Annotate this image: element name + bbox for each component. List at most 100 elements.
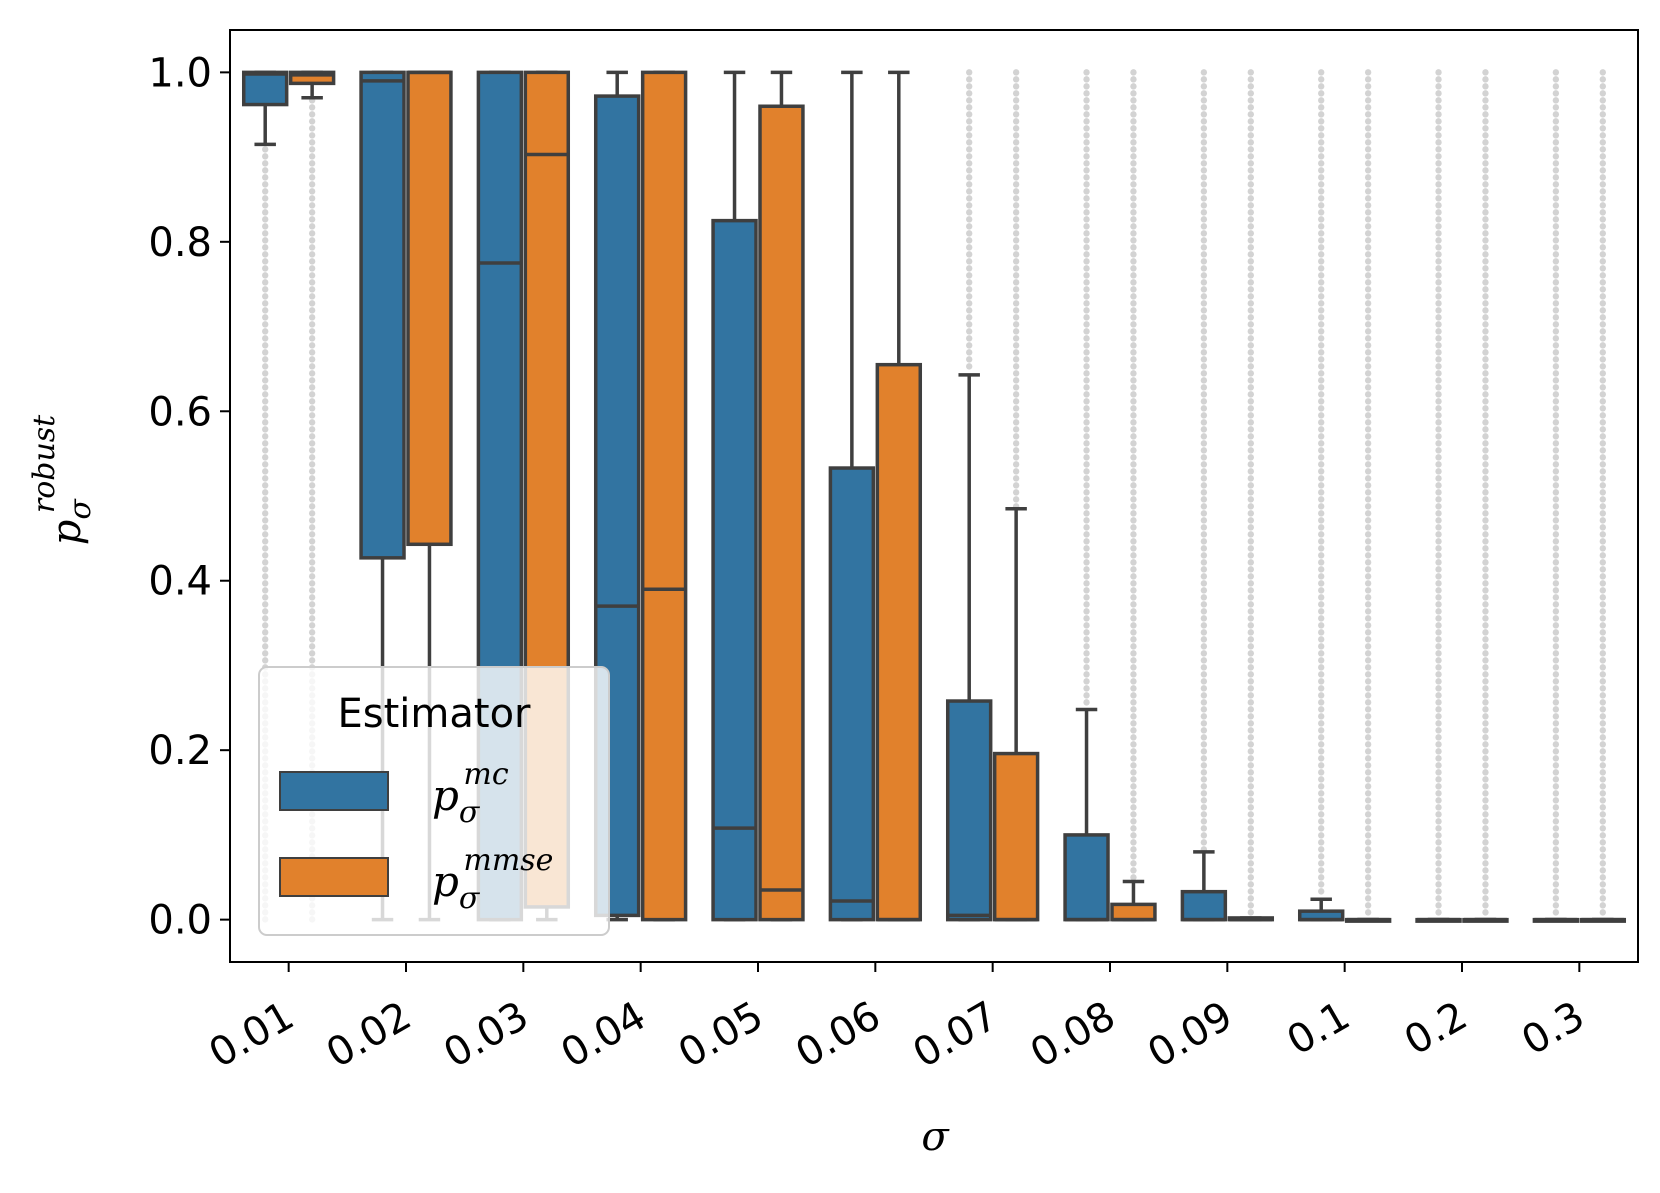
outlier-point (1599, 300, 1607, 307)
outlier-point (1318, 559, 1325, 566)
outlier-point (1083, 118, 1090, 125)
outlier-point (1130, 328, 1137, 335)
outlier-point (262, 447, 269, 454)
outlier-point (1364, 195, 1372, 202)
outlier-point (1318, 328, 1325, 335)
outlier-point (1130, 664, 1137, 671)
outlier-point (1247, 692, 1255, 699)
outlier-point (1435, 636, 1442, 643)
outlier-point (1364, 349, 1372, 356)
outlier-point (1435, 468, 1442, 475)
outlier-point (966, 300, 973, 307)
outlier-point (1364, 139, 1372, 146)
outlier-point (1435, 412, 1442, 419)
outlier-point (1130, 580, 1137, 587)
outlier-point (1552, 461, 1560, 468)
outlier-point (308, 118, 316, 125)
outlier-point (1552, 440, 1560, 447)
outlier-point (1435, 909, 1442, 916)
outlier-point (1482, 874, 1489, 881)
outlier-point (1599, 377, 1607, 384)
outlier-point (1200, 531, 1208, 538)
outlier-point (1482, 643, 1489, 650)
outlier-point (966, 160, 973, 167)
outlier-point (1482, 524, 1489, 531)
outlier-point (1130, 279, 1137, 286)
outlier-point (1200, 426, 1208, 433)
outlier-point (262, 559, 269, 566)
outlier-point (1318, 433, 1325, 440)
outlier-point (1318, 377, 1325, 384)
outlier-point (966, 328, 973, 335)
outlier-point (1247, 174, 1255, 181)
outlier-point (1083, 377, 1090, 384)
outlier-point (1599, 860, 1607, 867)
outlier-point (966, 167, 973, 174)
outlier-point (1552, 104, 1560, 111)
outlier-point (1482, 237, 1489, 244)
outlier-point (1247, 391, 1255, 398)
outlier-point (1012, 398, 1020, 405)
outlier-point (308, 629, 316, 636)
outlier-point (1200, 643, 1208, 650)
outlier-point (1482, 496, 1489, 503)
outlier-point (1364, 146, 1372, 153)
outlier-point (1599, 846, 1607, 853)
outlier-point (1552, 475, 1560, 482)
outlier-point (1200, 300, 1208, 307)
outlier-point (1552, 258, 1560, 265)
outlier-point (1435, 566, 1442, 573)
outlier-point (1364, 762, 1372, 769)
outlier-point (1435, 902, 1442, 909)
outlier-point (1482, 419, 1489, 426)
outlier-point (1435, 391, 1442, 398)
outlier-point (1599, 405, 1607, 412)
outlier-point (1200, 335, 1208, 342)
outlier-point (1482, 405, 1489, 412)
outlier-point (966, 251, 973, 258)
outlier-point (1247, 713, 1255, 720)
outlier-point (1247, 160, 1255, 167)
box-mmse (288, 70, 336, 86)
outlier-point (1130, 510, 1137, 517)
outlier-point (1130, 293, 1137, 300)
outlier-point (1083, 573, 1090, 580)
outlier-point (1599, 69, 1607, 76)
outlier-point (1083, 664, 1090, 671)
outlier-point (1435, 860, 1442, 867)
outlier-point (1318, 783, 1325, 790)
y-tick-label: 0.6 (148, 389, 212, 435)
outlier-point (1083, 153, 1090, 160)
outlier-point (1130, 629, 1137, 636)
outlier-point (1482, 622, 1489, 629)
outlier-point (262, 153, 269, 160)
outlier-point (262, 566, 269, 573)
outlier-point (1482, 629, 1489, 636)
outlier-point (1435, 587, 1442, 594)
outlier-point (1012, 237, 1020, 244)
outlier-point (1599, 622, 1607, 629)
outlier-point (1200, 230, 1208, 237)
outlier-point (1083, 293, 1090, 300)
outlier-point (1482, 349, 1489, 356)
outlier-point (1435, 244, 1442, 251)
outlier-point (1247, 286, 1255, 293)
outlier-point (1552, 643, 1560, 650)
outlier-point (1482, 510, 1489, 517)
outlier-point (1364, 83, 1372, 90)
outlier-point (1247, 321, 1255, 328)
outlier-point (1482, 587, 1489, 594)
outlier-point (1200, 447, 1208, 454)
outlier-point (1552, 664, 1560, 671)
outlier-point (1482, 797, 1489, 804)
outlier-point (1318, 244, 1325, 251)
outlier-point (966, 237, 973, 244)
outlier-point (1083, 181, 1090, 188)
outlier-point (308, 314, 316, 321)
outlier-point (1318, 209, 1325, 216)
outlier-point (308, 146, 316, 153)
outlier-point (1599, 503, 1607, 510)
outlier-point (1435, 503, 1442, 510)
outlier-point (1599, 601, 1607, 608)
outlier-point (1200, 664, 1208, 671)
